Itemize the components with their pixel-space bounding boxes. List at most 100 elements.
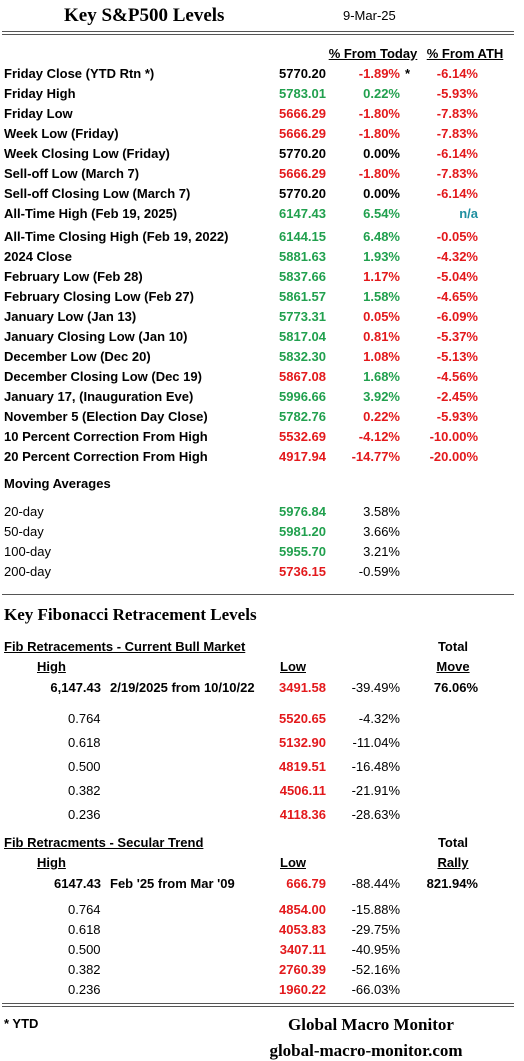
ma-label: 50-day	[4, 524, 44, 539]
pct-from-ath: n/a	[459, 206, 478, 221]
pct-from-ath: -5.04%	[436, 269, 478, 284]
pct-from-ath: -4.65%	[436, 289, 478, 304]
row-label: Sell-off Low (March 7)	[4, 166, 140, 181]
level-value: 5837.66	[279, 269, 326, 284]
fib-ratio: 0.500	[68, 942, 101, 957]
fib-pct: -40.95%	[351, 942, 400, 957]
ma-pct: -0.59%	[358, 564, 400, 579]
level-value: 6147.43	[279, 206, 326, 221]
row-label: Friday High	[4, 86, 76, 101]
fib-level: 1960.22	[279, 982, 326, 997]
section-title: Moving Averages	[4, 476, 111, 491]
pct-from-ath: -20.00%	[429, 449, 478, 464]
ma-value: 5976.84	[279, 504, 326, 519]
fib-level: 4506.11	[279, 783, 326, 798]
fib-pct: -29.75%	[351, 922, 400, 937]
fib-pct: -4.32%	[358, 711, 400, 726]
level-value: 5783.01	[279, 86, 326, 101]
fib-ratio: 0.236	[68, 807, 101, 822]
ma-value: 5736.15	[279, 564, 326, 579]
row-label: Friday Low	[4, 106, 73, 121]
level-value: 5770.20	[279, 146, 326, 161]
level-value: 5817.04	[279, 329, 326, 344]
fib-pct: -15.88%	[351, 902, 400, 917]
pct-from-ath: -0.05%	[436, 229, 478, 244]
fib-pct: -21.91%	[351, 783, 400, 798]
level-value: 5770.20	[279, 186, 326, 201]
ma-pct: 3.58%	[363, 504, 400, 519]
level-value: 5996.66	[279, 389, 326, 404]
level-value: 4917.94	[279, 449, 326, 464]
pct-from-ath: -5.13%	[436, 349, 478, 364]
row-label: January Closing Low (Jan 10)	[4, 329, 188, 344]
row-label: All-Time High (Feb 19, 2025)	[4, 206, 178, 221]
fib-ratio: 0.500	[68, 759, 101, 774]
row-label: All-Time Closing High (Feb 19, 2022)	[4, 229, 229, 244]
row-label: Sell-off Closing Low (March 7)	[4, 186, 191, 201]
row-label: November 5 (Election Day Close)	[4, 409, 208, 424]
fib-ratio: 0.764	[68, 711, 101, 726]
url: global-macro-monitor.com	[269, 1040, 463, 1060]
divider	[2, 594, 514, 595]
footnote: * YTD	[4, 1016, 39, 1031]
pct-from-ath: -2.45%	[436, 389, 478, 404]
pct-from-today: 0.05%	[363, 309, 400, 324]
pct-from-ath: -7.83%	[436, 106, 478, 121]
fib-level: 4819.51	[279, 759, 326, 774]
total-header: Total	[437, 639, 469, 654]
pct-from-today: 1.08%	[363, 349, 400, 364]
fib-ratio: 0.236	[68, 982, 101, 997]
low-header: Low	[280, 659, 306, 674]
level-value: 5861.57	[279, 289, 326, 304]
pct-from-today: 1.17%	[363, 269, 400, 284]
row-label: February Low (Feb 28)	[4, 269, 143, 284]
pct-from-today: 0.00%	[363, 186, 400, 201]
divider	[2, 31, 514, 32]
divider	[2, 34, 514, 35]
pct-from-today: 1.68%	[363, 369, 400, 384]
pct-from-today: 0.22%	[363, 409, 400, 424]
pct-from-today: -14.77%	[351, 449, 400, 464]
fib-ratio: 0.382	[68, 962, 101, 977]
row-label: Week Low (Friday)	[4, 126, 119, 141]
level-value: 5666.29	[279, 106, 326, 121]
row-label: January Low (Jan 13)	[4, 309, 137, 324]
fib-level: 5520.65	[279, 711, 326, 726]
pct-from-ath: -5.37%	[436, 329, 478, 344]
level-value: 5881.63	[279, 249, 326, 264]
pct-from-ath: -6.14%	[436, 146, 478, 161]
ma-value: 5981.20	[279, 524, 326, 539]
fib-level: 4053.83	[279, 922, 326, 937]
fib-ratio: 0.618	[68, 922, 101, 937]
row-label: Week Closing Low (Friday)	[4, 146, 170, 161]
date-range: 2/19/2025 from 10/10/22	[110, 680, 255, 695]
divider	[2, 1003, 514, 1004]
high-header: High	[37, 855, 66, 870]
date-range: Feb '25 from Mar '09	[110, 876, 235, 891]
section-title: Key Fibonacci Retracement Levels	[4, 604, 257, 624]
pct-from-ath: -6.09%	[436, 309, 478, 324]
level-value: 5532.69	[279, 429, 326, 444]
divider	[2, 1006, 514, 1007]
fib-title: Fib Retracements - Current Bull Market	[4, 639, 246, 654]
ma-label: 20-day	[4, 504, 44, 519]
fib-pct: -66.03%	[351, 982, 400, 997]
total-header: Move	[436, 659, 470, 674]
row-label: Friday Close (YTD Rtn *)	[4, 66, 155, 81]
pct-from-today: 3.92%	[363, 389, 400, 404]
pct-from-today: 0.00%	[363, 146, 400, 161]
row-label: 20 Percent Correction From High	[4, 449, 208, 464]
total-pct: 821.94%	[426, 876, 478, 891]
fib-title: Fib Retracments - Secular Trend	[4, 835, 204, 850]
row-label: December Low (Dec 20)	[4, 349, 151, 364]
row-label: February Closing Low (Feb 27)	[4, 289, 194, 304]
pct-from-ath: -4.32%	[436, 249, 478, 264]
pct-from-today: -1.80%	[358, 166, 400, 181]
pct-from-ath: -5.93%	[436, 409, 478, 424]
pct-from-today: 1.58%	[363, 289, 400, 304]
fib-pct: -28.63%	[351, 807, 400, 822]
fib-level: 3407.11	[279, 942, 326, 957]
row-label: January 17, (Inauguration Eve)	[4, 389, 194, 404]
ma-label: 100-day	[4, 544, 51, 559]
